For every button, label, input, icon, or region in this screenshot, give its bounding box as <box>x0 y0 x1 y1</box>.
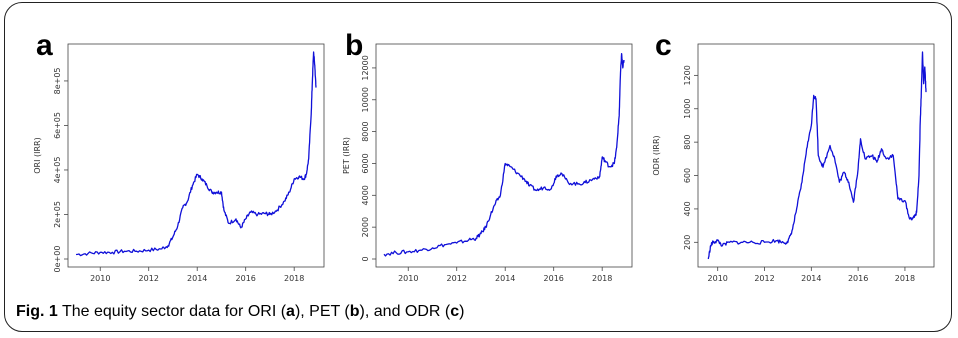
panel-letter-a: a <box>36 29 53 62</box>
y-tick-label: 4000 <box>361 185 370 205</box>
y-tick-label: 1200 <box>683 65 692 85</box>
plot-frame <box>67 43 325 268</box>
y-tick-label: 10000 <box>361 87 370 112</box>
y-axis-label: PET (IRR) <box>342 137 351 174</box>
x-tick-label: 2012 <box>447 274 467 283</box>
chart-panel-c: c ODR (IRR) 200 400 600 800 1000 1200 2010 2012 20… <box>652 29 935 283</box>
y-axis-label: ORI (IRR) <box>33 137 42 173</box>
caption-label: Fig. 1 <box>16 303 58 320</box>
panel-letter-c: c <box>655 29 672 62</box>
plot-frame <box>697 43 935 268</box>
figure-frame <box>4 2 952 332</box>
x-tick-label: 2014 <box>495 274 515 283</box>
x-tick-label: 2010 <box>90 274 110 283</box>
chart-panel-a: a ORI (IRR) 0e+00 2e+05 4e+05 6e+05 8e+05 2010 2… <box>33 29 325 283</box>
x-tick-label: 2010 <box>708 274 728 283</box>
figure-caption: Fig. 1 The equity sector data for ORI (a… <box>16 303 464 321</box>
y-tick-label: 800 <box>683 135 692 150</box>
y-tick-label: 6e+05 <box>53 112 62 139</box>
y-tick-label: 6000 <box>361 153 370 173</box>
x-tick-label: 2014 <box>187 274 207 283</box>
x-tick-label: 2012 <box>754 274 774 283</box>
chart-panel-b: b PET (IRR) 0 2000 4000 6000 8000 10000 12000 201… <box>342 29 633 283</box>
caption-text-3: ), and ODR ( <box>359 303 451 320</box>
x-tick-label: 2018 <box>592 274 612 283</box>
x-tick-label: 2010 <box>398 274 418 283</box>
x-tick-label: 2018 <box>284 274 304 283</box>
panel-letter-b: b <box>345 29 363 62</box>
x-tick-label: 2016 <box>236 274 256 283</box>
x-tick-label: 2012 <box>139 274 159 283</box>
y-tick-label: 2e+05 <box>53 201 62 228</box>
x-tick-label: 2016 <box>848 274 868 283</box>
x-tick-label: 2014 <box>801 274 821 283</box>
y-tick-label: 0e+00 <box>53 246 62 273</box>
y-tick-label: 0 <box>361 256 370 261</box>
caption-ref-a: a <box>286 303 295 320</box>
caption-ref-c: c <box>450 303 460 320</box>
y-tick-label: 8000 <box>361 121 370 141</box>
series-line-a <box>75 51 317 257</box>
plot-frame <box>375 43 633 268</box>
x-tick-label: 2016 <box>544 274 564 283</box>
caption-ref-b: b <box>349 303 360 320</box>
y-axis-label: ODR (IRR) <box>652 135 661 175</box>
series-line-b <box>383 52 625 257</box>
y-tick-label: 400 <box>683 201 692 216</box>
y-tick-label: 4e+05 <box>53 157 62 184</box>
y-tick-label: 200 <box>683 235 692 250</box>
y-tick-label: 1000 <box>683 99 692 119</box>
caption-text-4: ) <box>459 303 465 320</box>
y-tick-label: 2000 <box>361 217 370 237</box>
caption-text-2: ), PET ( <box>294 303 350 320</box>
x-tick-label: 2018 <box>895 274 915 283</box>
series-line-c <box>707 51 927 260</box>
y-tick-label: 12000 <box>361 55 370 80</box>
y-tick-label: 600 <box>683 168 692 183</box>
y-tick-label: 8e+05 <box>53 67 62 94</box>
caption-text-1: The equity sector data for ORI ( <box>57 303 287 320</box>
